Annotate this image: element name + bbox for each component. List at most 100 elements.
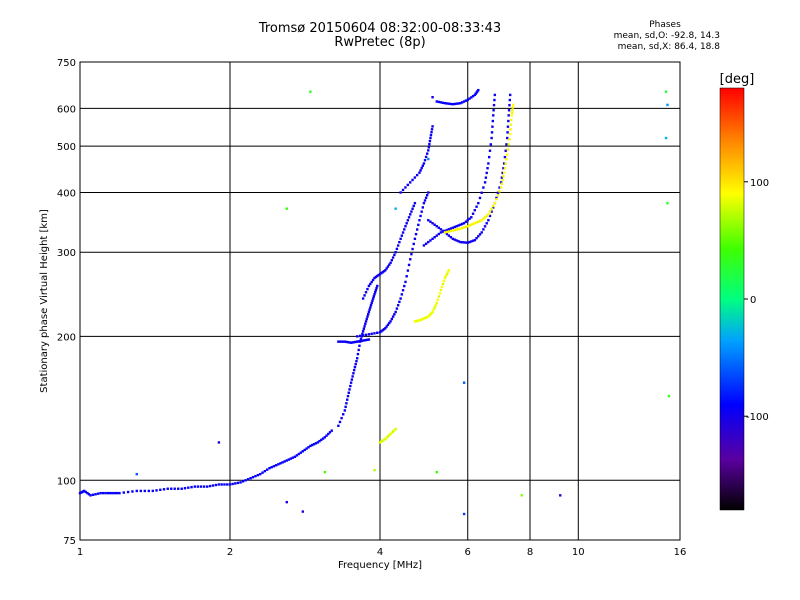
trace-point (396, 304, 400, 307)
trace-point (429, 136, 432, 140)
trace-point (470, 216, 473, 219)
trace-point (406, 219, 410, 222)
trace-point (361, 332, 364, 336)
trace-point (388, 434, 391, 437)
trace-point (462, 241, 466, 244)
colorbar-label: [deg] (720, 72, 755, 87)
trace-point (327, 432, 330, 436)
y-tick-label: 75 (63, 536, 76, 547)
trace-point (445, 272, 449, 276)
trace-point (441, 282, 445, 286)
trace-point (396, 244, 400, 247)
trace-point (355, 340, 359, 343)
trace-point (510, 114, 513, 117)
trace-point (511, 108, 514, 112)
trace-point (328, 431, 332, 434)
trace-point (500, 176, 504, 179)
trace-point (502, 167, 505, 170)
trace-point (226, 483, 229, 486)
scatter-point (435, 470, 438, 474)
trace-point (439, 228, 443, 231)
trace-point (435, 100, 438, 103)
trace-point (434, 303, 437, 307)
trace-point (427, 191, 430, 194)
trace-point (389, 320, 392, 323)
trace-point (377, 273, 380, 277)
trace-point (398, 300, 401, 304)
trace-point (477, 88, 480, 92)
trace-point (371, 297, 375, 300)
trace-point (381, 439, 384, 442)
trace-point (504, 149, 507, 152)
trace-point (444, 274, 448, 278)
trace-point (365, 317, 368, 321)
trace-point (162, 488, 166, 491)
trace-point (351, 341, 354, 344)
trace-point (351, 375, 354, 378)
trace-point (270, 466, 273, 469)
trace-point (361, 339, 365, 342)
trace-point (389, 261, 392, 265)
trace-point (480, 231, 483, 234)
trace-point (480, 219, 483, 222)
scatter-point (427, 157, 430, 161)
trace-point (453, 225, 456, 229)
trace-point (374, 275, 378, 279)
trace-point (391, 256, 395, 259)
trace-point (506, 131, 509, 134)
trace-point (369, 306, 372, 309)
trace-point (406, 183, 410, 187)
trace-point (495, 197, 498, 201)
trace-point (423, 199, 427, 202)
trace-point (366, 287, 369, 291)
trace-point (354, 340, 357, 344)
trace-point (143, 489, 146, 493)
trace-point (487, 162, 490, 165)
trace-point (443, 231, 447, 234)
trace-point (362, 327, 366, 330)
trace-point (401, 289, 405, 292)
colorbar-tick-label: 100 (750, 178, 769, 189)
trace-point (357, 340, 360, 343)
trace-point (272, 465, 276, 468)
trace-point (393, 313, 396, 316)
trace-point (234, 482, 237, 485)
trace-point (483, 181, 487, 184)
trace-point (462, 222, 466, 225)
trace-point (391, 430, 395, 433)
scatter-point (666, 103, 669, 107)
trace-point (293, 455, 297, 458)
trace-point (352, 372, 355, 375)
trace-point (87, 493, 91, 496)
trace-point (453, 238, 456, 241)
trace-point (348, 341, 351, 344)
trace-point (86, 491, 89, 495)
trace-point (357, 348, 360, 352)
trace-point (299, 451, 303, 454)
trace-point (431, 310, 434, 314)
trace-point (425, 152, 429, 155)
trace-point (316, 441, 319, 444)
trace-point (451, 103, 455, 106)
trace-point (378, 331, 382, 334)
trace-point (338, 340, 342, 343)
trace-point (321, 437, 325, 440)
trace-point (503, 155, 507, 159)
trace-point (358, 339, 362, 343)
trace-point (489, 143, 493, 146)
chart-title-line2: RwPretec (8p) (334, 35, 426, 50)
trace-point (196, 485, 200, 488)
scatter-point (664, 136, 668, 140)
trace-point (346, 340, 350, 344)
trace-point (507, 114, 510, 117)
trace-point (464, 225, 468, 229)
trace-point (398, 240, 401, 244)
trace-point (386, 435, 390, 438)
trace-point (301, 450, 305, 453)
trace-point (411, 207, 414, 210)
trace-point (254, 474, 257, 478)
trace-point (419, 169, 422, 172)
trace-point (475, 236, 478, 240)
trace-point (511, 106, 514, 109)
trace-point (411, 178, 414, 182)
